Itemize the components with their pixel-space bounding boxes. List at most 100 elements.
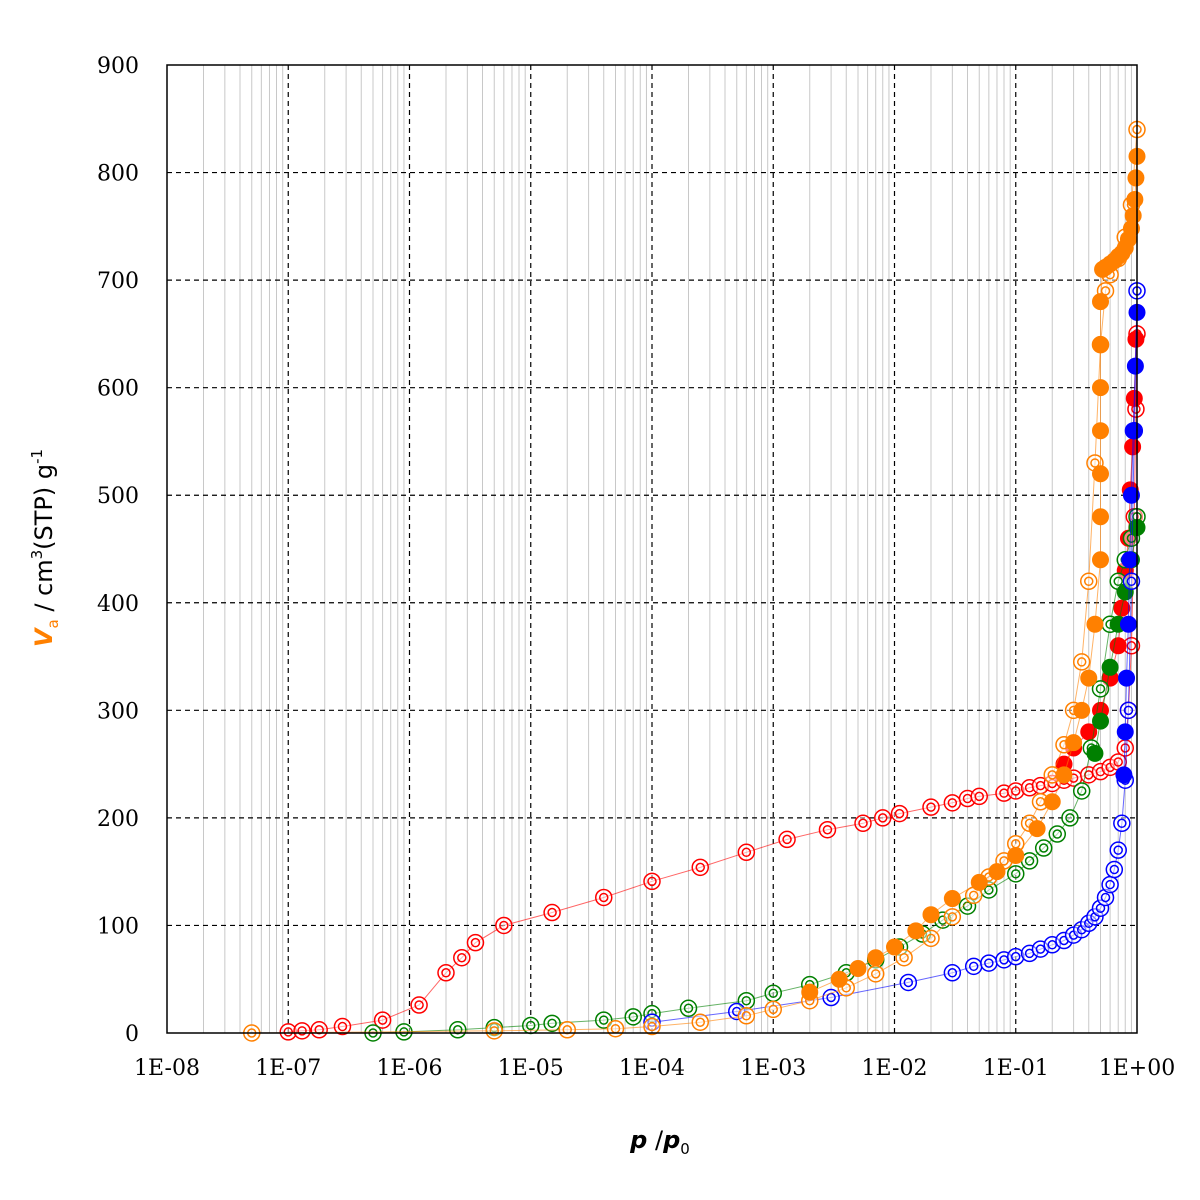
adsorption-point-inner [1090, 458, 1100, 468]
adsorption-point-inner [999, 856, 1009, 866]
desorption-point [1086, 744, 1104, 762]
adsorption-point-inner [974, 791, 985, 802]
adsorption-point-inner [926, 933, 936, 944]
desorption-point [1094, 260, 1112, 278]
y-axis-title-prefix: V [30, 626, 58, 647]
adsorption-point-inner [858, 818, 868, 829]
adsorption-point-inner [628, 1012, 638, 1022]
adsorption-point-inner [768, 1004, 778, 1015]
adsorption-point [624, 1008, 642, 1026]
adsorption-point-inner [870, 969, 881, 979]
adsorption-point-inner [598, 1015, 609, 1025]
y-tick-label: 700 [97, 269, 139, 294]
adsorption-point [453, 948, 471, 967]
adsorption-point-inner [457, 952, 467, 963]
adsorption-point-inner [1095, 684, 1106, 694]
adsorption-point-inner [947, 798, 958, 808]
adsorption-point-inner [1117, 818, 1127, 829]
desorption-point [1124, 422, 1142, 440]
adsorption-point [495, 916, 513, 935]
adsorption-point-inner [741, 847, 752, 858]
series-layer [243, 120, 1146, 1042]
desorption-point [1115, 766, 1133, 784]
adsorption-point [679, 999, 698, 1018]
adsorption-point [866, 965, 885, 983]
adsorption-point [466, 933, 485, 952]
adsorption-point-inner [499, 920, 509, 931]
x-axis-title-denominator-sub: 0 [680, 1140, 690, 1158]
y-axis-title-unit: / cm [30, 559, 58, 619]
adsorption-point [764, 1000, 782, 1019]
adsorption-point [1119, 701, 1138, 720]
minor-grid [202, 65, 1132, 1033]
desorption-point [1092, 336, 1110, 354]
adsorption-point [822, 988, 840, 1007]
desorption-point [970, 873, 988, 891]
adsorption-point-inner [1038, 843, 1049, 853]
desorption-point [988, 863, 1006, 881]
adsorption-point [643, 872, 661, 891]
y-tick-label: 400 [97, 592, 139, 617]
x-tick-labels: 1E-08 1E-07 1E-06 1E-05 1E-04 1E-03 1E-02 1E-01… [134, 1056, 1175, 1081]
adsorption-point-inner [1035, 944, 1046, 954]
y-tick-labels: 0 100 200 300 400 500 600 700 800 900 [97, 54, 139, 1047]
adsorption-point-inner [894, 808, 905, 819]
adsorption-point-inner [1076, 786, 1087, 796]
adsorption-point [1072, 653, 1091, 671]
adsorption-point-inner [562, 1025, 572, 1035]
adsorption-point-inner [1011, 786, 1021, 796]
adsorption-point [943, 794, 962, 812]
adsorption-point-inner [877, 813, 888, 823]
y-axis-title: Va / cm3(STP) g-1 [28, 449, 62, 647]
adsorption-point-inner [1100, 892, 1111, 903]
desorption-point [1101, 658, 1119, 676]
adsorption-point-inner [741, 995, 752, 1006]
adsorption-point [1079, 572, 1098, 591]
adsorption-point-inner [526, 1020, 536, 1031]
y-tick-label: 300 [97, 699, 139, 724]
x-axis-title-denominator: p [662, 1126, 680, 1154]
y-tick-label: 500 [97, 484, 139, 509]
x-axis-title: p /p0 [629, 1126, 690, 1158]
adsorption-point-inner [1076, 657, 1087, 667]
adsorption-point-inner [1011, 951, 1021, 962]
x-tick-label: 1E-01 [983, 1056, 1049, 1081]
adsorption-point [543, 903, 561, 922]
adsorption-point-inner [283, 1027, 293, 1037]
adsorption-point-inner [1011, 869, 1021, 879]
adsorption-point-inner [984, 885, 994, 895]
adsorption-point [778, 830, 796, 849]
adsorption-point-inner [598, 892, 609, 903]
adsorption-point [1007, 865, 1025, 883]
adsorption-point-inner [782, 834, 792, 845]
adsorption-point [1034, 839, 1053, 857]
adsorption-point-inner [899, 952, 909, 963]
adsorption-point-inner [547, 907, 557, 918]
adsorption-point [1113, 814, 1131, 833]
x-tick-label: 1E-06 [377, 1056, 443, 1081]
x-axis-title-separator: / [647, 1126, 664, 1154]
adsorption-point-inner [1105, 879, 1115, 890]
adsorption-point-inner [337, 1021, 348, 1032]
x-tick-label: 1E-04 [619, 1056, 685, 1081]
adsorption-point-inner [647, 876, 657, 887]
adsorption-point [890, 804, 909, 823]
adsorption-point [543, 1014, 561, 1033]
adsorption-point-inner [314, 1025, 324, 1035]
desorption-point [1121, 551, 1139, 569]
adsorption-point-inner [1083, 576, 1094, 587]
desorption-point [1073, 701, 1091, 719]
desorption-point [1109, 637, 1127, 655]
adsorption-point [943, 964, 962, 982]
desorption-point [1126, 357, 1144, 375]
adsorption-point-inner [1113, 845, 1123, 855]
y-tick-label: 0 [125, 1022, 139, 1047]
x-tick-label: 1E-03 [740, 1056, 806, 1081]
series-3 [243, 120, 1146, 1042]
adsorption-point [970, 787, 989, 806]
adsorption-point [818, 820, 837, 839]
x-tick-label: 1E-08 [134, 1056, 200, 1081]
series-2 [643, 282, 1146, 1031]
adsorption-point-inner [441, 968, 451, 978]
adsorption-point-inner [968, 961, 979, 972]
